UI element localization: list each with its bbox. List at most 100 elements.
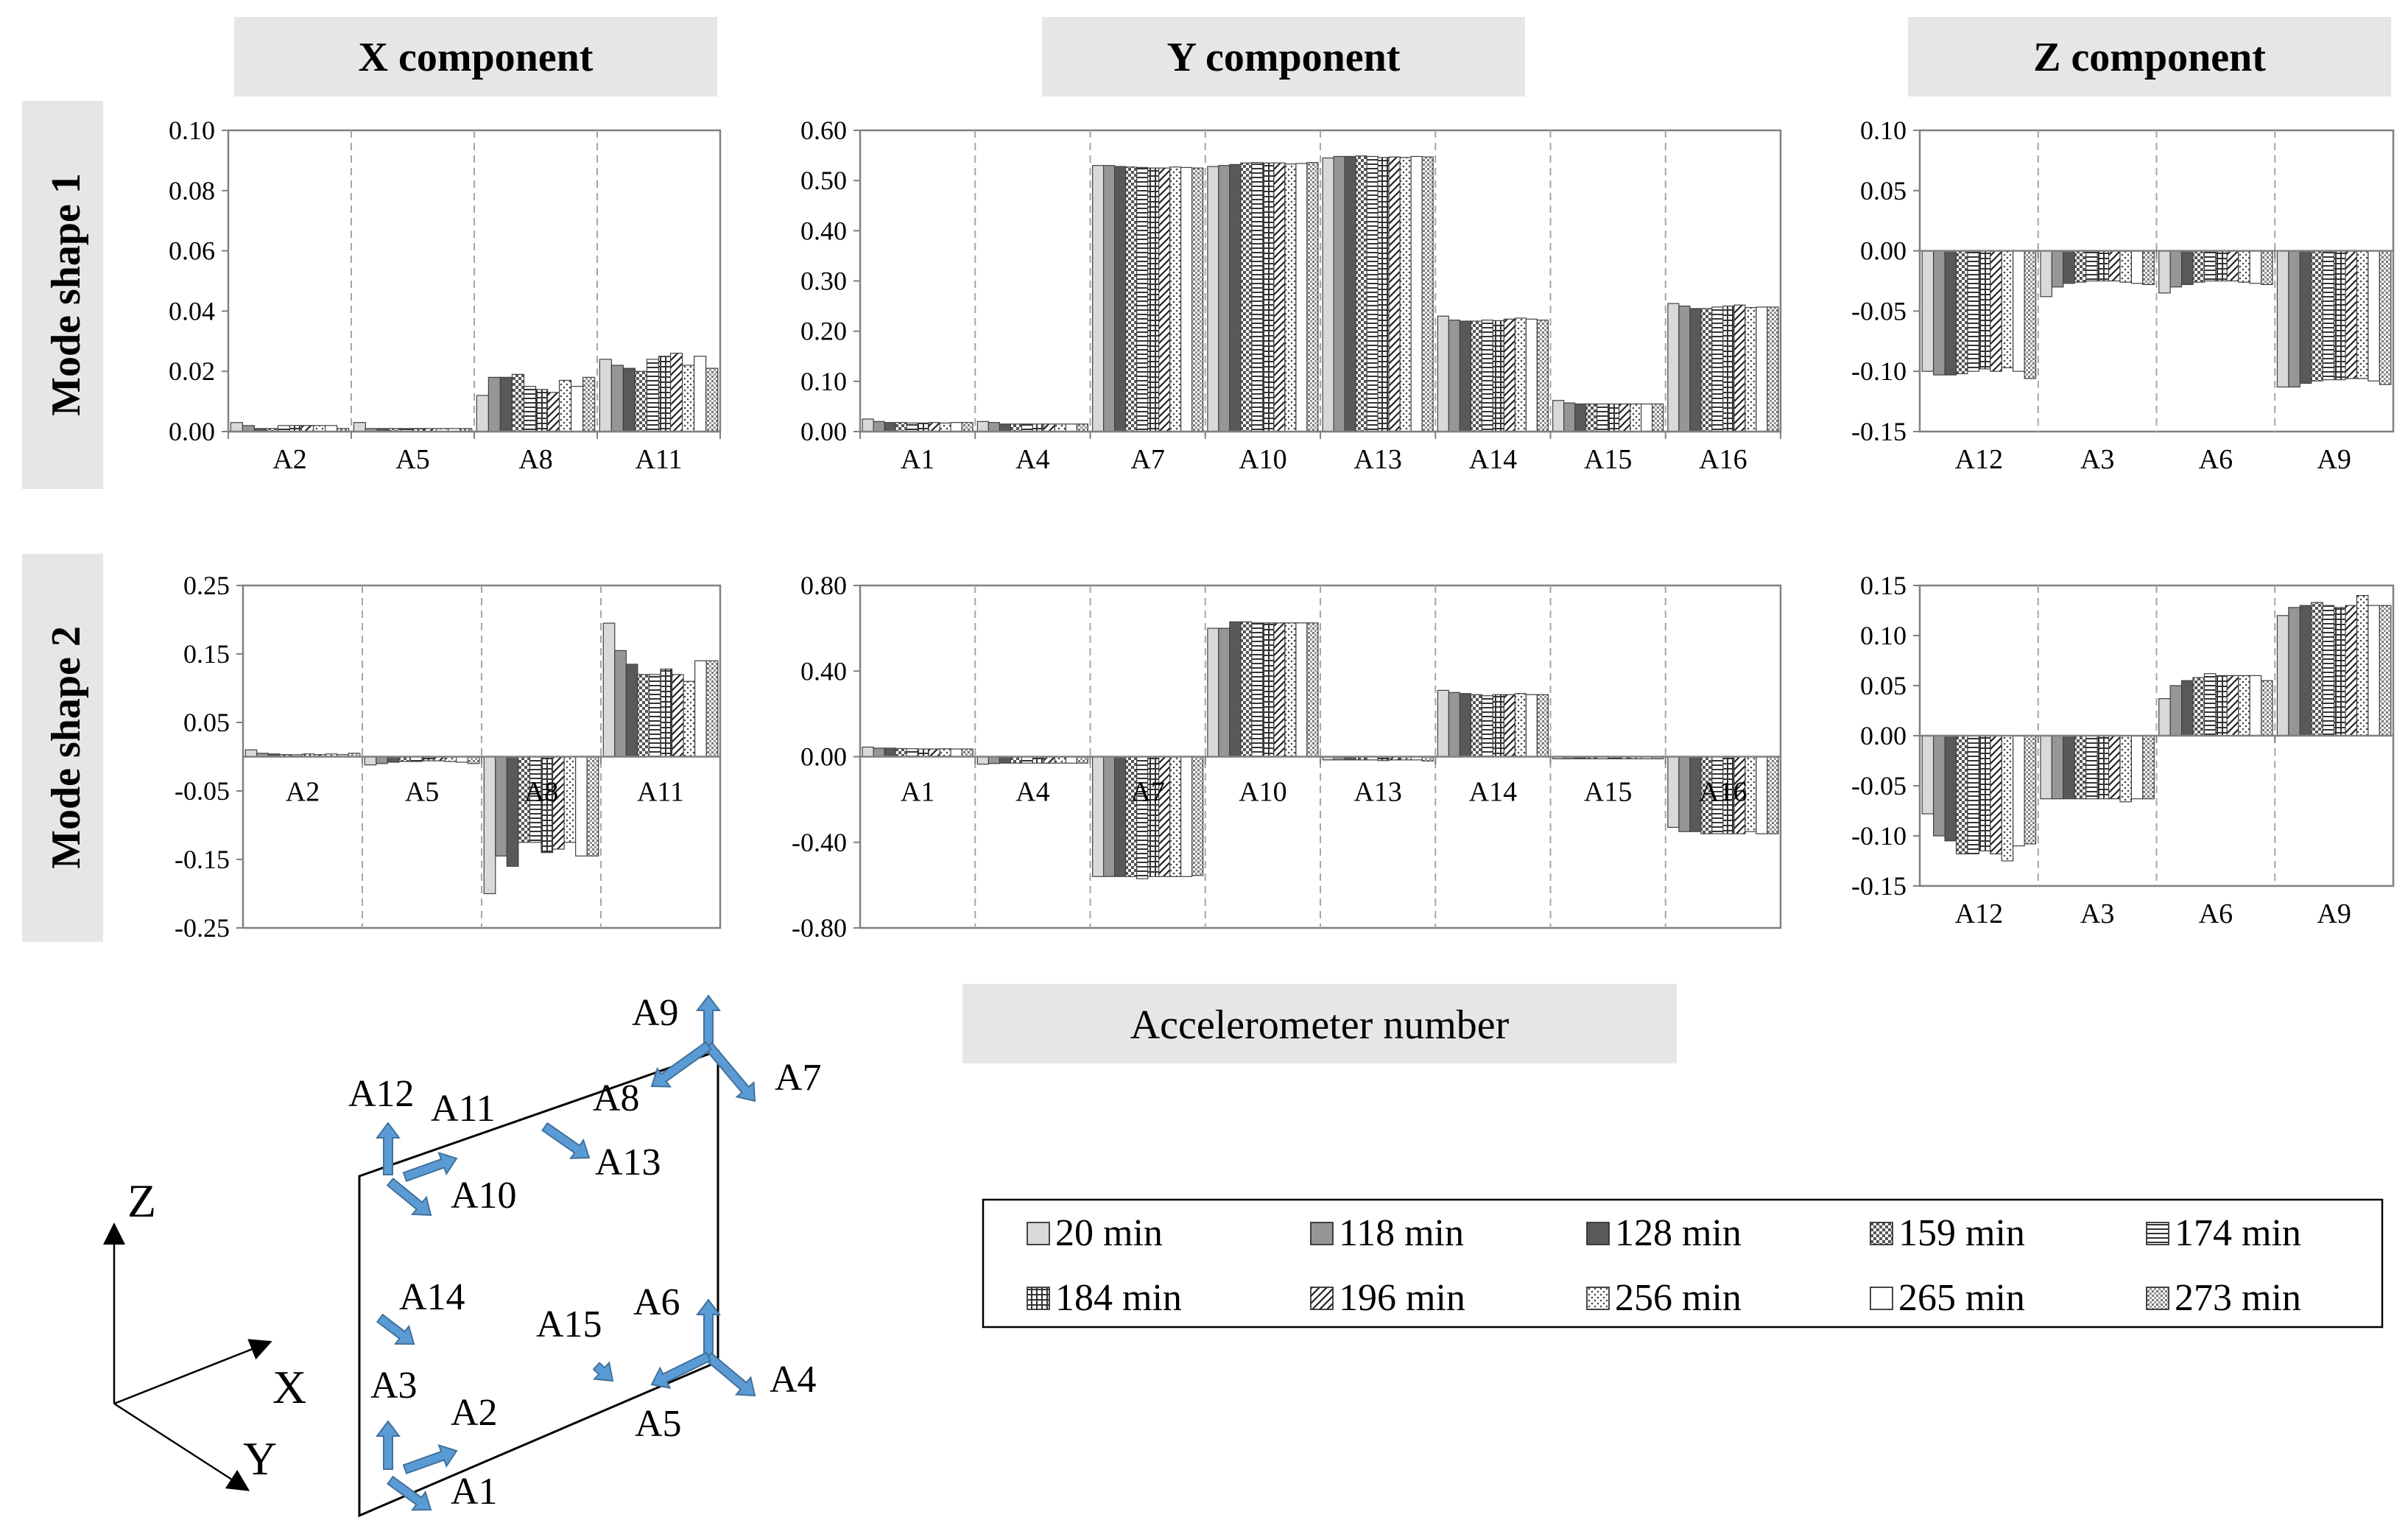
bar <box>1136 756 1149 879</box>
category-label: A8 <box>524 777 558 808</box>
y-tick-label: 0.10 <box>800 367 847 396</box>
bar <box>1990 250 2002 372</box>
bar <box>2345 605 2358 736</box>
bar <box>511 373 525 432</box>
category-label: A16 <box>1699 444 1747 475</box>
bar <box>2108 250 2121 282</box>
bar <box>862 746 874 758</box>
bar <box>2238 675 2250 736</box>
category-label: A10 <box>1239 777 1286 808</box>
bar <box>1191 756 1204 876</box>
sensor-label: A9 <box>632 992 679 1034</box>
bar <box>2169 685 2183 736</box>
legend-entry: 20 min <box>1027 1212 1163 1254</box>
bar <box>1525 694 1538 758</box>
y-tick-label: 0.00 <box>169 417 215 446</box>
bar <box>2334 250 2346 381</box>
bar <box>1689 308 1702 432</box>
category-label: A6 <box>2199 898 2233 929</box>
bar <box>487 376 501 432</box>
header-z-component: Z component <box>1908 17 2391 96</box>
bar <box>2130 735 2144 800</box>
bar <box>1065 423 1077 432</box>
bar <box>1344 155 1356 432</box>
bar <box>1158 756 1171 877</box>
legend-entry: 273 min <box>2146 1277 2301 1319</box>
bar <box>988 756 1000 764</box>
y-tick-label: 0.15 <box>183 639 230 669</box>
bar <box>1021 423 1033 432</box>
bar <box>2299 250 2312 384</box>
bar <box>1103 756 1116 877</box>
y-tick-label: -0.15 <box>175 845 230 874</box>
bar <box>476 395 489 432</box>
category-label: A7 <box>1130 777 1164 808</box>
bar <box>1114 166 1127 432</box>
y-tick-label: -0.15 <box>1851 871 1907 901</box>
bar <box>884 747 896 758</box>
bar <box>2203 673 2217 736</box>
bar <box>2356 250 2369 379</box>
category-label: A9 <box>2317 898 2351 929</box>
sensor-arrow <box>696 1298 721 1357</box>
bar <box>988 422 1000 432</box>
bar <box>1955 735 1968 855</box>
y-tick-label: 0.08 <box>169 176 215 205</box>
bar <box>961 748 974 758</box>
bar <box>1437 315 1449 432</box>
bar <box>2001 250 2014 368</box>
legend-entry: 159 min <box>1870 1212 2025 1254</box>
sensor-layout-diagram: Z X Y A1 A2 A3 A4 A5 A6 A7 A8 A9 A10 A11 A12 A13 A14 A… <box>103 992 822 1518</box>
y-tick-label: 0.50 <box>800 166 847 195</box>
category-label: A14 <box>1469 444 1517 475</box>
bar <box>976 421 989 432</box>
legend-entry: 128 min <box>1586 1212 1742 1254</box>
legend-entry: 256 min <box>1586 1277 1742 1319</box>
legend-label: 196 min <box>1339 1277 1465 1319</box>
y-tick-label: 0.00 <box>1860 236 1907 266</box>
legend-label: 128 min <box>1615 1212 1742 1254</box>
bar <box>928 748 940 758</box>
axis-label-y: Y <box>243 1432 277 1485</box>
bar <box>939 422 951 432</box>
y-tick-label: 0.10 <box>1860 621 1907 650</box>
bar <box>1652 403 1664 432</box>
bar <box>563 756 577 843</box>
bar <box>2238 250 2250 283</box>
bar <box>1076 756 1088 764</box>
bar <box>2322 250 2335 381</box>
bar <box>2367 250 2380 381</box>
legend-label: 118 min <box>1339 1212 1464 1254</box>
bar <box>1437 689 1449 758</box>
chart-mode1-x: 0.00 0.02 0.04 0.06 0.08 0.10 A2 A5 A8 A11 <box>169 116 722 475</box>
chart-mode1-z: -0.15 -0.10 -0.05 0.00 0.05 0.10 A12 A3 A6 A9 <box>1851 116 2395 475</box>
bar <box>1944 250 1957 376</box>
bar <box>1525 318 1538 432</box>
y-axis-arrow <box>113 1402 250 1491</box>
sensor-arrow <box>541 1122 591 1159</box>
bar <box>637 674 650 758</box>
axis-label-x: X <box>272 1361 306 1413</box>
bar <box>2051 735 2064 800</box>
y-tick-label: 0.80 <box>800 571 847 600</box>
category-label: A15 <box>1584 444 1632 475</box>
y-tick-label: 0.20 <box>800 317 847 346</box>
bar <box>1043 423 1055 432</box>
bar <box>2158 250 2171 294</box>
bar <box>862 418 874 432</box>
row-header-mode-2-text: Mode shape 2 <box>43 626 89 869</box>
legend-swatch <box>1870 1287 1893 1310</box>
bar <box>2345 250 2358 379</box>
bar <box>2063 735 2075 800</box>
bar <box>2085 250 2098 282</box>
bar <box>558 379 572 432</box>
bar <box>906 422 918 432</box>
bar <box>917 422 929 432</box>
bar <box>2226 250 2239 282</box>
legend-label: 256 min <box>1615 1277 1742 1319</box>
sensor-label: A4 <box>770 1359 817 1401</box>
y-tick-label: -0.05 <box>1851 296 1907 326</box>
y-tick-label: -0.80 <box>792 913 847 943</box>
y-tick-label: 0.05 <box>1860 176 1907 205</box>
xlabel-box: Accelerometer number <box>962 984 1677 1063</box>
